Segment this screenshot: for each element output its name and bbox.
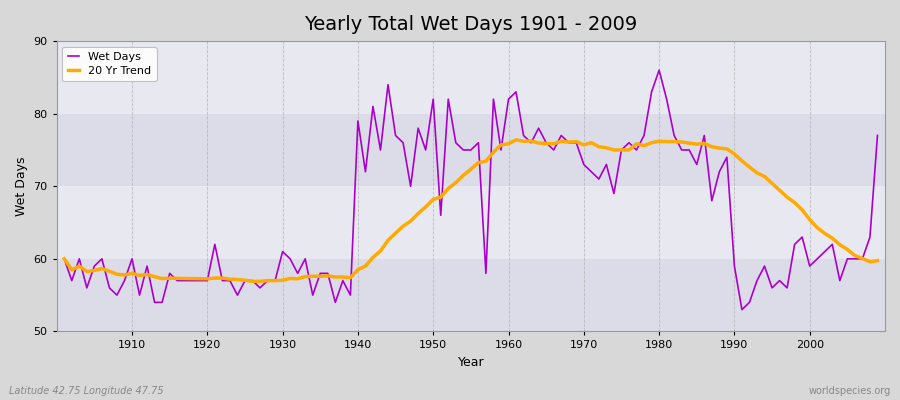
Wet Days [119, 278, 130, 283]
Wet Days [503, 97, 514, 102]
Wet Days [330, 300, 341, 305]
20 Yr Trend [248, 279, 258, 284]
20 Yr Trend [292, 276, 303, 281]
20 Yr Trend [872, 258, 883, 263]
Wet Days [736, 307, 747, 312]
Wet Days [284, 256, 295, 261]
Legend: Wet Days, 20 Yr Trend: Wet Days, 20 Yr Trend [62, 47, 157, 81]
X-axis label: Year: Year [457, 356, 484, 369]
Bar [57, 114, 885, 186]
Bar [57, 186, 885, 259]
Wet Days [58, 256, 69, 261]
20 Yr Trend [119, 272, 130, 277]
Bar [57, 41, 885, 114]
Line: Wet Days: Wet Days [64, 70, 878, 310]
20 Yr Trend [58, 256, 69, 261]
20 Yr Trend [338, 274, 348, 279]
Wet Days [872, 133, 883, 138]
Y-axis label: Wet Days: Wet Days [15, 156, 28, 216]
Wet Days [653, 68, 664, 72]
20 Yr Trend [503, 142, 514, 146]
20 Yr Trend [510, 138, 521, 142]
Text: Latitude 42.75 Longitude 47.75: Latitude 42.75 Longitude 47.75 [9, 386, 164, 396]
Line: 20 Yr Trend: 20 Yr Trend [64, 140, 878, 281]
20 Yr Trend [518, 139, 529, 144]
Wet Days [593, 177, 604, 182]
Wet Days [496, 148, 507, 152]
Bar [57, 259, 885, 332]
Title: Yearly Total Wet Days 1901 - 2009: Yearly Total Wet Days 1901 - 2009 [304, 15, 637, 34]
Text: worldspecies.org: worldspecies.org [809, 386, 891, 396]
20 Yr Trend [608, 148, 619, 152]
